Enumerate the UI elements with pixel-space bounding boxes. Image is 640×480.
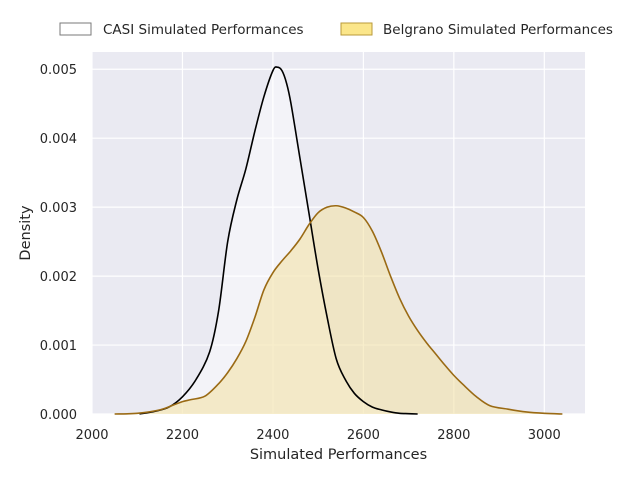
- density-fills: [114, 66, 563, 415]
- x-axis-label: Simulated Performances: [250, 447, 427, 463]
- x-tick-label: 2600: [347, 428, 380, 443]
- x-tick-label: 3000: [528, 428, 561, 443]
- density-line-series-0: [139, 66, 418, 415]
- density-line-series-1: [114, 204, 563, 415]
- y-tick-label: 0.000: [40, 408, 77, 423]
- y-axis: 0.000 0.001 0.002 0.003 0.004 0.005: [40, 63, 77, 423]
- y-tick-label: 0.004: [40, 132, 77, 147]
- y-tick-label: 0.001: [40, 339, 77, 354]
- y-tick-label: 0.003: [40, 201, 77, 216]
- y-tick-label: 0.002: [40, 270, 77, 285]
- legend-label: CASI Simulated Performances: [103, 22, 304, 38]
- density-lines: [114, 66, 563, 415]
- x-axis: 2000 2200 2400 2600 2800 3000: [75, 428, 560, 443]
- y-tick-label: 0.005: [40, 63, 77, 78]
- legend-swatch: [59, 22, 92, 36]
- legend: CASI Simulated Performances Belgrano Simu…: [59, 22, 613, 38]
- density-area-series-1: [114, 205, 563, 414]
- x-tick-label: 2200: [166, 428, 199, 443]
- y-axis-label: Density: [18, 205, 34, 261]
- x-tick-label: 2800: [437, 428, 470, 443]
- density-area-series-0: [139, 66, 418, 415]
- legend-label: Belgrano Simulated Performances: [383, 22, 613, 38]
- legend-swatch: [340, 22, 373, 36]
- x-tick-label: 2000: [75, 428, 108, 443]
- x-tick-label: 2400: [256, 428, 289, 443]
